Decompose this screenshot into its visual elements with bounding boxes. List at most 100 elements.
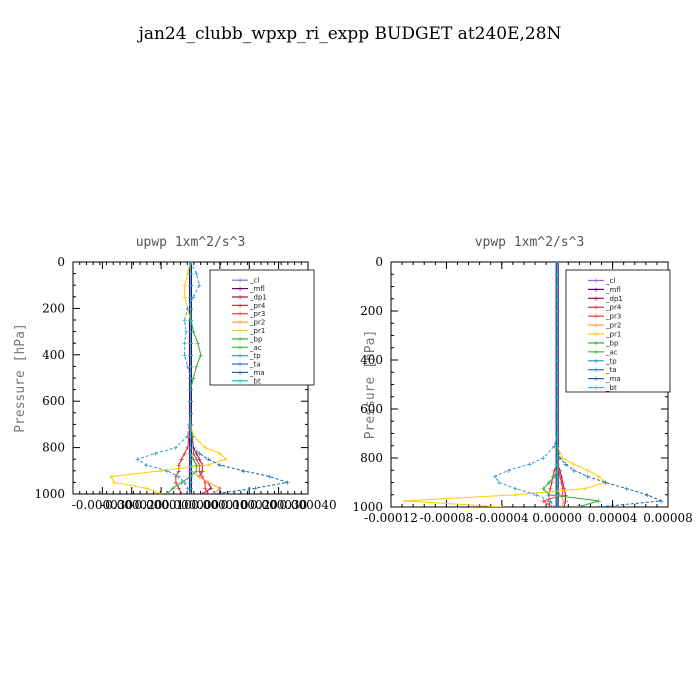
legend-label: _ac xyxy=(249,344,262,352)
series-marker-dp1: + xyxy=(196,456,202,464)
legend-marker: + xyxy=(237,285,243,293)
series-marker-bp: + xyxy=(191,328,197,336)
series-marker-bt: + xyxy=(554,295,560,303)
legend-label: _pr4 xyxy=(249,302,266,310)
panel-title: vpwp 1xm^2/s^3 xyxy=(475,235,585,250)
series-marker-pr2: + xyxy=(211,491,217,499)
series-marker-tp: + xyxy=(185,433,191,441)
legend-marker: + xyxy=(593,384,599,392)
legend-label: _pr3 xyxy=(249,310,265,318)
series-marker-tp: + xyxy=(176,473,182,481)
legend-marker: + xyxy=(593,339,599,347)
y-tick-label: 400 xyxy=(42,348,65,362)
legend-marker: + xyxy=(237,293,243,301)
series-marker-pr4: + xyxy=(182,450,188,458)
y-axis-label: Pressure [hPa] xyxy=(363,330,378,440)
series-marker-bt: + xyxy=(554,491,560,499)
series-marker-pr4: + xyxy=(176,485,182,493)
series-marker-tp: + xyxy=(533,491,539,499)
series-marker-ma: + xyxy=(596,504,602,512)
series-marker-ma: + xyxy=(571,467,577,475)
series-marker-pr1: + xyxy=(217,450,223,458)
series-marker-pr4: + xyxy=(187,421,193,429)
series-marker-pr3: + xyxy=(549,504,555,512)
series-marker-bt: + xyxy=(188,282,194,290)
series-marker-pr2: + xyxy=(196,473,202,481)
legend-label: _ma xyxy=(249,369,265,377)
series-marker-bt: + xyxy=(188,375,194,383)
series-marker-bp: + xyxy=(195,340,201,348)
y-tick-label: 400 xyxy=(360,353,383,367)
series-marker-pr1: + xyxy=(144,485,150,493)
series-marker-bp: + xyxy=(546,491,552,499)
legend-label: _ac xyxy=(605,348,618,356)
legend-marker: + xyxy=(237,361,243,369)
x-tick-label: 0.00008 xyxy=(643,511,693,525)
series-marker-tp: + xyxy=(173,444,179,452)
series-marker-bt: + xyxy=(188,351,194,359)
series-marker-bp: + xyxy=(193,467,199,475)
series-marker-bt: + xyxy=(188,491,194,499)
series-marker-bt: + xyxy=(554,381,560,389)
series-marker-pr1: + xyxy=(158,491,164,499)
legend-marker: + xyxy=(593,277,599,285)
series-marker-tp: + xyxy=(191,293,197,301)
series-marker-pr1: + xyxy=(560,455,566,463)
series-marker-bt: + xyxy=(554,430,560,438)
series-marker-pr1: + xyxy=(108,473,114,481)
plot-area: ++++++++++++++++++++++++++++++++++++++++… xyxy=(108,262,291,499)
series-marker-pr3: + xyxy=(560,491,566,499)
series-marker-bt: + xyxy=(188,479,194,487)
series-marker-pr1: + xyxy=(571,461,577,469)
x-tick-label: 0.000040 xyxy=(279,498,336,512)
x-tick-label: -0.00004 xyxy=(475,511,529,525)
y-tick-label: 600 xyxy=(360,402,383,416)
series-marker-pr1: + xyxy=(513,491,519,499)
series-marker-pr3: + xyxy=(202,485,208,493)
y-tick-label: 200 xyxy=(42,301,65,315)
series-marker-pr4: + xyxy=(185,444,191,452)
panel-title: upwp 1xm^2/s^3 xyxy=(136,235,246,250)
legend-marker: + xyxy=(237,352,243,360)
series-marker-tp: + xyxy=(492,473,498,481)
series-marker-bt: + xyxy=(554,504,560,512)
series-marker-bp: + xyxy=(191,456,197,464)
series-marker-pr3: + xyxy=(558,479,564,487)
series-marker-bt: + xyxy=(554,357,560,365)
legend-marker: + xyxy=(593,331,599,339)
series-marker-dp1: + xyxy=(557,467,563,475)
legend-label: _pr3 xyxy=(605,313,621,321)
y-tick-label: 800 xyxy=(360,451,383,465)
series-marker-bt: + xyxy=(554,479,560,487)
series-marker-bt: + xyxy=(188,450,194,458)
legend-marker: + xyxy=(593,322,599,330)
series-marker-tp: + xyxy=(182,317,188,325)
y-tick-label: 1000 xyxy=(34,487,65,501)
series-marker-bp: + xyxy=(546,479,552,487)
x-tick-label: -0.000020 xyxy=(101,498,162,512)
series-marker-bt: + xyxy=(554,497,560,505)
legend-marker: + xyxy=(237,344,243,352)
series-marker-pr3: + xyxy=(188,421,194,429)
legend-box xyxy=(565,269,671,393)
series-marker-tp: + xyxy=(193,270,199,278)
series-marker-ma: + xyxy=(217,462,223,470)
series-marker-pr1: + xyxy=(582,485,588,493)
series-marker-pr3: + xyxy=(540,497,546,505)
legend-label: _pr1 xyxy=(249,327,265,335)
legend: + _cl + _mfl + _dp1 + _pr4 + _pr3 + _pr2 + _pr1 + _bp + _… xyxy=(209,269,315,386)
series-marker-pr1: + xyxy=(158,467,164,475)
series-marker-tp: + xyxy=(196,282,202,290)
series-marker-bp: + xyxy=(596,497,602,505)
series-marker-bt: + xyxy=(188,293,194,301)
legend-marker: + xyxy=(593,286,599,294)
series-marker-bt: + xyxy=(188,363,194,371)
x-tick-label: -0.000010 xyxy=(130,498,191,512)
x-tick-label: 0.000000 xyxy=(162,498,219,512)
legend-marker: + xyxy=(593,295,599,303)
series-marker-ma: + xyxy=(205,456,211,464)
series-marker-tp: + xyxy=(182,351,188,359)
series-marker-bt: + xyxy=(188,473,194,481)
series-marker-bp: + xyxy=(193,363,199,371)
series-marker-bt: + xyxy=(554,344,560,352)
